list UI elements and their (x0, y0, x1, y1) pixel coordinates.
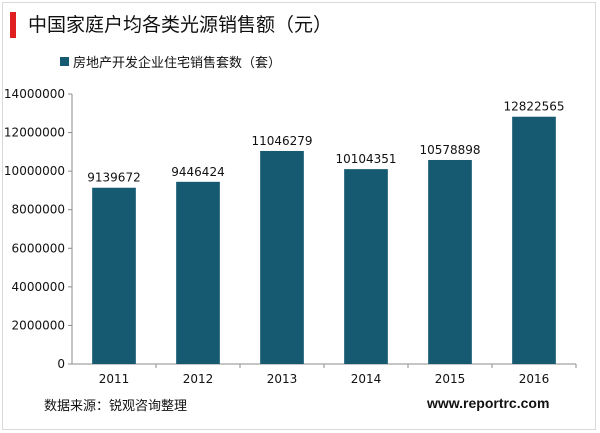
legend: 房地产开发企业住宅销售套数（套） (60, 52, 281, 71)
chart-title: 中国家庭户均各类光源销售额（元） (28, 14, 333, 36)
bar (260, 150, 304, 364)
x-tick-label: 2014 (351, 372, 382, 386)
y-tick-label: 10000000 (4, 164, 65, 178)
data-source-note: 数据来源：锐观咨询整理 (44, 399, 188, 414)
bar-value-label: 10104351 (335, 152, 396, 166)
legend-swatch (60, 57, 69, 66)
y-tick-label: 4000000 (12, 280, 65, 294)
x-tick-label: 2013 (267, 372, 298, 386)
x-tick-label: 2015 (435, 372, 466, 386)
bar (512, 116, 556, 364)
y-tick-label: 6000000 (12, 241, 65, 255)
bar-value-label: 11046279 (251, 134, 312, 148)
y-tick-label: 14000000 (4, 87, 65, 101)
y-tick-label: 0 (57, 357, 65, 371)
y-tick-label: 2000000 (12, 318, 65, 332)
y-tick-label: 12000000 (4, 126, 65, 140)
x-tick-label: 2016 (519, 372, 550, 386)
bar-value-label: 10578898 (419, 143, 480, 157)
x-tick-label: 2011 (99, 372, 130, 386)
bar (428, 159, 472, 364)
x-tick-label: 2012 (183, 372, 214, 386)
bar (344, 169, 388, 364)
bar-value-label: 9446424 (171, 165, 224, 179)
legend-label: 房地产开发企业住宅销售套数（套） (73, 56, 282, 71)
title-accent-bar (10, 12, 16, 38)
bar-value-label: 12822565 (503, 100, 564, 114)
bar-value-label: 9139672 (87, 171, 140, 185)
website-url: www.reportrc.com (427, 395, 550, 411)
bar (92, 187, 136, 364)
bar (176, 181, 220, 364)
y-tick-label: 8000000 (12, 203, 65, 217)
